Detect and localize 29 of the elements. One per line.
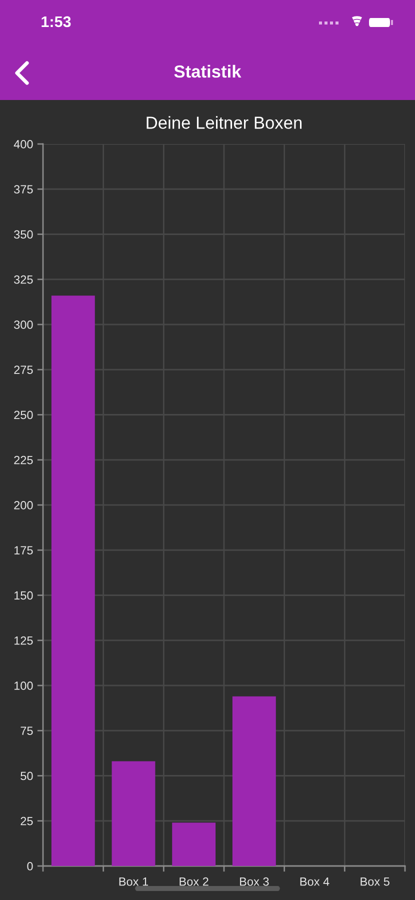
y-tick-label: 0 xyxy=(27,862,33,870)
y-tick-label: 325 xyxy=(14,275,33,284)
bar xyxy=(112,761,156,866)
y-tick-label: 225 xyxy=(14,456,33,464)
x-tick-label: Box 5 xyxy=(360,878,390,886)
bar xyxy=(172,822,216,866)
y-tick-label: 375 xyxy=(14,185,33,194)
y-tick-label: 300 xyxy=(14,320,33,329)
y-tick-label: 100 xyxy=(14,682,33,690)
y-tick-label: 50 xyxy=(20,772,33,780)
y-tick-label: 125 xyxy=(14,636,33,645)
y-tick-label: 250 xyxy=(14,410,33,420)
x-tick-label: Box 3 xyxy=(240,877,269,886)
x-tick-label: Box 4 xyxy=(300,878,330,886)
x-tick-label: Box 2 xyxy=(180,877,208,886)
y-tick-label: 400 xyxy=(14,140,33,148)
chart-title: Deine Leitner Boxen xyxy=(146,116,302,129)
y-tick-label: 350 xyxy=(14,230,33,239)
y-tick-label: 150 xyxy=(14,591,33,600)
bar xyxy=(232,696,276,866)
text: Statistik xyxy=(174,64,242,78)
bar xyxy=(51,296,95,866)
y-tick-label: 25 xyxy=(20,816,33,826)
text: 1:53 xyxy=(42,16,71,28)
y-tick-label: 275 xyxy=(14,366,33,374)
x-tick-label: Box 1 xyxy=(119,878,148,886)
y-tick-label: 175 xyxy=(14,546,33,555)
y-tick-label: 200 xyxy=(14,501,33,510)
y-tick-label: 75 xyxy=(20,726,33,736)
